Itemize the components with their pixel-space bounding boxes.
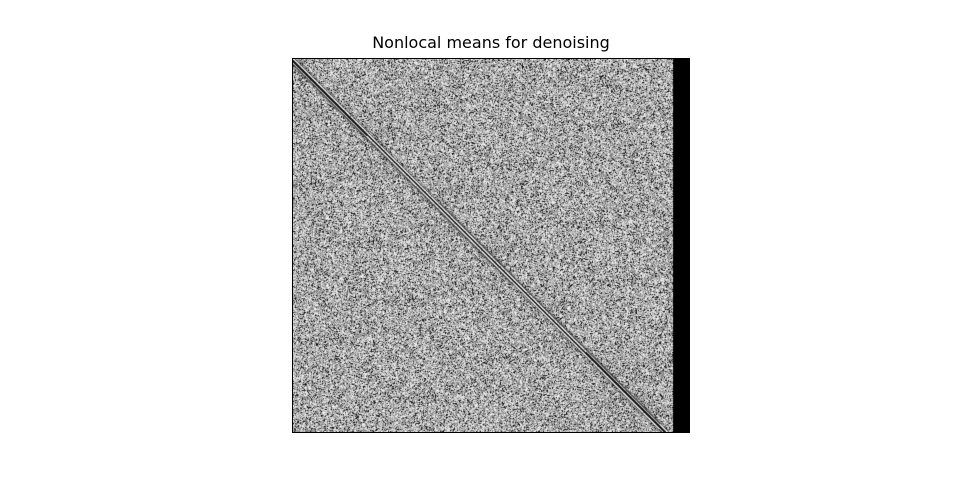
- denoising-matrix-image: [293, 59, 689, 432]
- figure-title: Nonlocal means for denoising: [372, 33, 610, 52]
- image-frame: [292, 58, 690, 433]
